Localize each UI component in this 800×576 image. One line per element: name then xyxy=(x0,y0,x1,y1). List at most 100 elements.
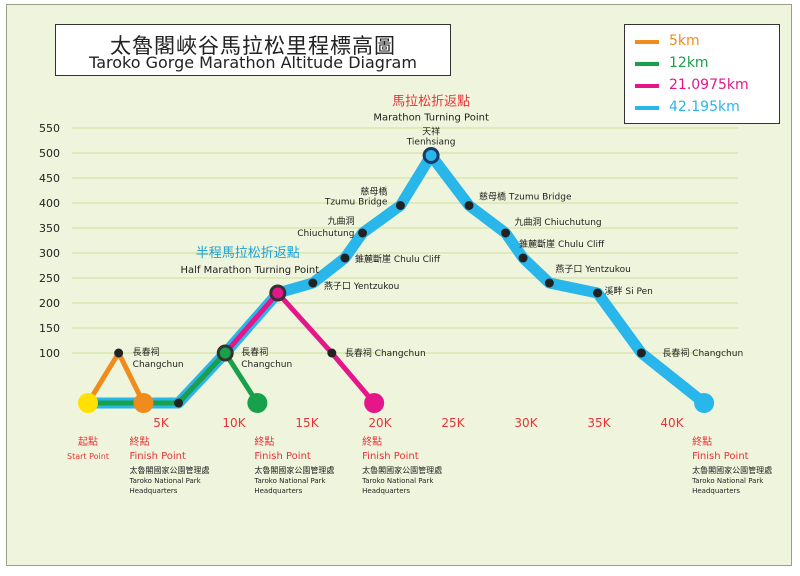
legend-item-12km: 12km xyxy=(635,55,775,75)
bottom-label-finish-5k-3: Taroko National Park xyxy=(128,477,201,485)
checkpoint-marker-4 xyxy=(357,228,367,238)
title-english: Taroko Gorge Marathon Altitude Diagram xyxy=(89,53,417,72)
checkpoint-marker-0 xyxy=(174,398,184,408)
annotation-chiuchutung-up-zh: 九曲洞 xyxy=(327,216,354,227)
x-tick-20K: 20K xyxy=(368,416,392,430)
turn-ring-half-turn xyxy=(269,284,287,302)
x-tick-5K: 5K xyxy=(153,416,170,430)
legend-item-5km: 5km xyxy=(635,33,775,53)
bottom-label-finish-full-0: 終點 xyxy=(692,435,712,448)
y-tick-150: 150 xyxy=(39,322,60,335)
legend-swatch-half xyxy=(635,84,659,88)
series-line-12km xyxy=(85,350,260,406)
annotation-chulu-up: 錐麓斷崖 Chulu Cliff xyxy=(355,253,441,265)
checkpoint-marker-9 xyxy=(544,278,554,288)
annotation-chiuchutung-down: 九曲洞 Chiuchutung xyxy=(515,217,602,228)
annotation-changchun-12k-zh: 長春祠 xyxy=(241,346,268,358)
bottom-label-finish-5k-2: 太魯閣國家公園管理處 xyxy=(129,465,209,475)
bottom-label-start-1: Start Point xyxy=(67,452,109,461)
end-dot-half-finish xyxy=(364,393,385,413)
y-tick-500: 500 xyxy=(39,147,60,160)
turn-ring-12km-turn xyxy=(216,344,234,362)
legend-swatch-12km xyxy=(635,62,659,66)
annotation-changchun-5k-zh: 長春祠 xyxy=(133,346,160,358)
annotation-changchun-half: 長春祠 Changchun xyxy=(345,347,426,359)
checkpoint-marker-3 xyxy=(340,253,350,263)
y-tick-550: 550 xyxy=(39,122,60,135)
legend-swatch-full xyxy=(635,106,659,110)
y-tick-350: 350 xyxy=(39,222,60,235)
bottom-label-finish-half-2: 太魯閣國家公園管理處 xyxy=(362,465,442,475)
annotation-tzumu-up-en: Tzumu Bridge xyxy=(324,198,388,208)
bottom-label-finish-5k-1: Finish Point xyxy=(129,451,186,462)
checkpoint-marker-12 xyxy=(327,348,337,358)
legend-label-5km: 5km xyxy=(669,33,700,49)
bottom-label-finish-half-4: Headquarters xyxy=(362,487,410,495)
annotation-tienhsiang-zh: 天祥 xyxy=(422,126,440,138)
annotation-tzumu-down: 慈母橋 Tzumu Bridge xyxy=(479,191,572,203)
bottom-label-start-0: 起點 xyxy=(78,435,98,448)
y-tick-200: 200 xyxy=(39,297,60,310)
annotation-sipen: 溪畔 Si Pen xyxy=(605,285,653,297)
x-tick-30K: 30K xyxy=(514,416,538,430)
end-dot-5km-finish xyxy=(133,393,154,413)
x-tick-40K: 40K xyxy=(660,416,684,430)
bottom-label-finish-full-2: 太魯閣國家公園管理處 xyxy=(692,465,772,475)
x-tick-10K: 10K xyxy=(222,416,246,430)
legend-item-half: 21.0975km xyxy=(635,77,775,97)
bottom-label-finish-12k-2: 太魯閣國家公園管理處 xyxy=(254,465,334,475)
annotation-chulu-down: 錐麓斷崖 Chulu Cliff xyxy=(519,238,605,250)
annotation-tienhsiang-en: Tienhsiang xyxy=(406,138,456,148)
annotation-marathon-turn-en: Marathon Turning Point xyxy=(373,113,489,124)
legend: 5km 12km 21.0975km 42.195km xyxy=(624,24,780,124)
annotation-yentzukou-down: 燕子口 Yentzukou xyxy=(555,263,630,275)
bottom-label-finish-12k-4: Headquarters xyxy=(254,487,302,495)
legend-swatch-5km xyxy=(635,40,659,44)
bottom-label-finish-full-4: Headquarters xyxy=(692,487,740,495)
annotation-changchun-full: 長春祠 Changchun xyxy=(662,347,743,359)
y-tick-450: 450 xyxy=(39,172,60,185)
annotation-chiuchutung-up-en: Chiuchutung xyxy=(297,229,354,239)
end-dot-full-finish xyxy=(694,393,715,413)
turn-ring-marathon-turn xyxy=(422,147,440,164)
checkpoint-marker-7 xyxy=(501,228,511,238)
bottom-label-finish-5k-4: Headquarters xyxy=(129,487,177,495)
annotation-marathon-turn-zh: 馬拉松折返點 xyxy=(392,95,470,110)
checkpoint-marker-2 xyxy=(308,278,318,288)
y-tick-400: 400 xyxy=(39,197,60,210)
end-dot-start xyxy=(78,393,98,413)
x-tick-15K: 15K xyxy=(295,416,319,430)
bottom-label-finish-12k-1: Finish Point xyxy=(254,451,311,462)
bottom-label-finish-full-1: Finish Point xyxy=(692,451,749,462)
y-tick-250: 250 xyxy=(39,272,60,285)
annotation-changchun-12k-en: Changchun xyxy=(241,360,292,370)
annotation-tzumu-up-zh: 慈母橋 xyxy=(360,186,387,198)
bottom-label-finish-12k-3: Taroko National Park xyxy=(253,477,326,485)
legend-item-full: 42.195km xyxy=(635,99,775,119)
title-chinese: 太魯閣峽谷馬拉松里程標高圖 xyxy=(110,34,396,58)
checkpoint-marker-5 xyxy=(395,201,405,210)
x-tick-25K: 25K xyxy=(441,416,465,430)
bottom-label-finish-half-0: 終點 xyxy=(362,435,382,448)
bottom-label-finish-full-3: Taroko National Park xyxy=(691,477,764,485)
bottom-label-finish-half-3: Taroko National Park xyxy=(361,477,434,485)
checkpoint-marker-8 xyxy=(518,253,528,263)
y-tick-100: 100 xyxy=(39,347,60,360)
end-dot-12km-finish xyxy=(247,393,268,413)
y-tick-300: 300 xyxy=(39,247,60,260)
title-box: 太魯閣峽谷馬拉松里程標高圖 Taroko Gorge Marathon Alti… xyxy=(55,24,451,76)
bottom-label-finish-5k-0: 終點 xyxy=(129,435,149,448)
legend-label-12km: 12km xyxy=(669,55,709,71)
checkpoint-marker-11 xyxy=(636,348,646,358)
bottom-label-finish-half-1: Finish Point xyxy=(362,451,419,462)
annotation-changchun-5k-en: Changchun xyxy=(133,360,184,370)
annotation-yentzukou-up: 燕子口 Yentzukou xyxy=(324,280,399,292)
legend-label-full: 42.195km xyxy=(669,99,740,115)
legend-label-half: 21.0975km xyxy=(669,77,749,93)
checkpoint-marker-13 xyxy=(114,348,124,358)
checkpoint-marker-6 xyxy=(464,201,474,210)
x-tick-35K: 35K xyxy=(587,416,611,430)
bottom-label-finish-12k-0: 終點 xyxy=(254,435,274,448)
annotation-half-turn-zh: 半程馬拉松折返點 xyxy=(196,246,300,261)
